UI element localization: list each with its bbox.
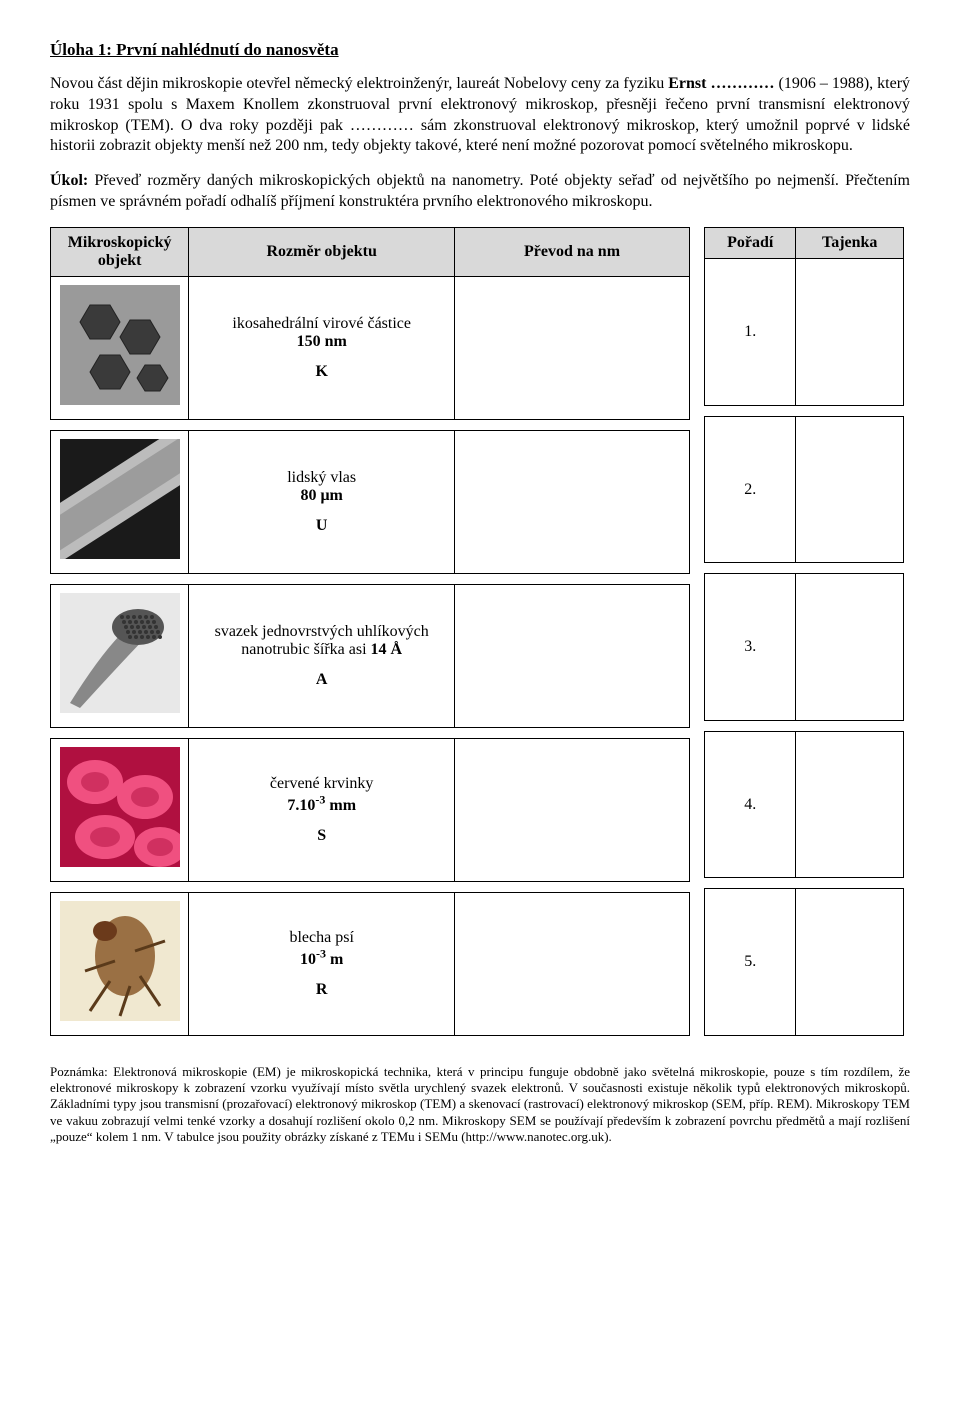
object-description: ikosahedrální virové částice150 nmK (189, 276, 455, 419)
table-row: ikosahedrální virové částice150 nmK (51, 276, 690, 419)
table-row: červené krvinky7.10-3 mmS (51, 738, 690, 881)
side-row: 1. (705, 259, 904, 405)
side-row: 5. (705, 889, 904, 1035)
conversion-blank[interactable] (455, 276, 690, 419)
task-paragraph: Úkol: Převeď rozměry daných mikroskopick… (50, 171, 910, 213)
intro-paragraph: Novou část dějin mikroskopie otevřel něm… (50, 74, 910, 157)
table-row: lidský vlas80 μmU (51, 430, 690, 573)
object-image-cell (51, 430, 189, 573)
main-header-convert: Převod na nm (455, 227, 690, 276)
object-letter: S (197, 827, 446, 845)
side-header-secret: Tajenka (796, 227, 904, 259)
object-letter: R (197, 981, 446, 999)
conversion-blank[interactable] (455, 430, 690, 573)
footnote: Poznámka: Elektronová mikroskopie (EM) j… (50, 1064, 910, 1145)
object-image-cell (51, 584, 189, 727)
order-number: 5. (705, 889, 796, 1035)
side-row: 3. (705, 574, 904, 720)
object-letter: A (197, 671, 446, 689)
object-image-cell (51, 892, 189, 1035)
secret-blank[interactable] (796, 574, 904, 720)
order-number: 3. (705, 574, 796, 720)
order-number: 4. (705, 731, 796, 877)
conversion-blank[interactable] (455, 584, 690, 727)
table-row: svazek jednovrstvých uhlíkových nanotrub… (51, 584, 690, 727)
object-letter: U (197, 517, 446, 535)
side-table: Pořadí Tajenka 1.2.3.4.5. (704, 227, 904, 1036)
object-description: lidský vlas80 μmU (189, 430, 455, 573)
main-header-object: Mikroskopický objekt (51, 227, 189, 276)
conversion-blank[interactable] (455, 892, 690, 1035)
object-letter: K (197, 363, 446, 381)
task-label: Úkol: (50, 172, 88, 189)
side-header-row: Pořadí Tajenka (705, 227, 904, 259)
intro-text-a: Novou část dějin mikroskopie otevřel něm… (50, 75, 668, 92)
object-description: červené krvinky7.10-3 mmS (189, 738, 455, 881)
object-image-cell (51, 738, 189, 881)
order-number: 2. (705, 416, 796, 562)
conversion-blank[interactable] (455, 738, 690, 881)
table-row: blecha psí10-3 mR (51, 892, 690, 1035)
object-description: svazek jednovrstvých uhlíkových nanotrub… (189, 584, 455, 727)
object-description: blecha psí10-3 mR (189, 892, 455, 1035)
main-header-row: Mikroskopický objekt Rozměr objektu Přev… (51, 227, 690, 276)
task-text: Převeď rozměry daných mikroskopických ob… (50, 172, 910, 210)
object-image-cell (51, 276, 189, 419)
secret-blank[interactable] (796, 259, 904, 405)
task-title: Úloha 1: První nahlédnutí do nanosvěta (50, 40, 910, 60)
side-row: 4. (705, 731, 904, 877)
intro-name-blank: Ernst ………… (668, 75, 774, 92)
side-header-order: Pořadí (705, 227, 796, 259)
main-table: Mikroskopický objekt Rozměr objektu Přev… (50, 227, 690, 1036)
secret-blank[interactable] (796, 731, 904, 877)
secret-blank[interactable] (796, 889, 904, 1035)
main-header-size: Rozměr objektu (189, 227, 455, 276)
secret-blank[interactable] (796, 416, 904, 562)
order-number: 1. (705, 259, 796, 405)
side-row: 2. (705, 416, 904, 562)
tables-container: Mikroskopický objekt Rozměr objektu Přev… (50, 227, 910, 1036)
